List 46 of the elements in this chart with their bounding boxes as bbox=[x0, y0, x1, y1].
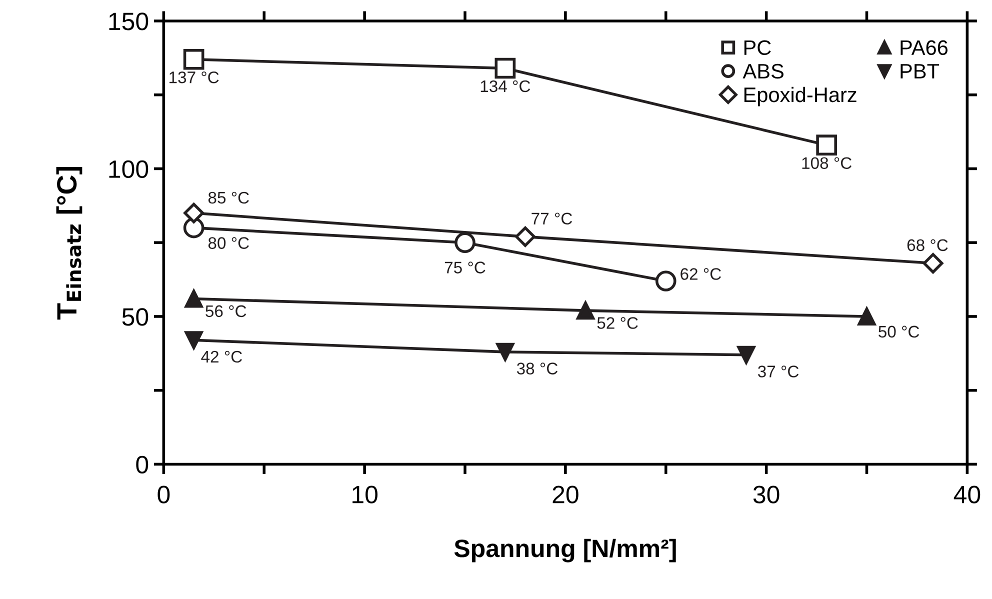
legend-label: ABS bbox=[742, 64, 784, 79]
legend-label: Epoxid-Harz bbox=[744, 86, 856, 106]
point bbox=[496, 342, 514, 361]
y-tick-label: 0 bbox=[136, 456, 148, 474]
y-tick-label: 50 bbox=[122, 308, 148, 326]
x-tick-label: 10 bbox=[352, 486, 378, 504]
data-label: 50 °C bbox=[878, 326, 920, 338]
point bbox=[184, 202, 204, 224]
data-label: 80 °C bbox=[208, 237, 249, 249]
x-tick-label: 0 bbox=[158, 486, 170, 504]
data-label: 42 °C bbox=[201, 350, 242, 363]
legend-label: PA66 bbox=[900, 40, 948, 56]
point bbox=[183, 48, 204, 70]
data-label: 56 °C bbox=[206, 305, 246, 318]
x-tick-label: 40 bbox=[954, 486, 980, 504]
y-tick-label: 100 bbox=[109, 160, 148, 178]
point bbox=[655, 270, 676, 292]
legend-label: PBT bbox=[900, 64, 940, 78]
point bbox=[494, 58, 516, 79]
data-label: 68 °C bbox=[907, 239, 948, 252]
data-label: 108 °C bbox=[802, 157, 852, 169]
point bbox=[576, 302, 595, 320]
data-label: 38 °C bbox=[516, 362, 558, 374]
data-label: 85 °C bbox=[208, 192, 249, 204]
point bbox=[858, 307, 876, 326]
data-label: 134 °C bbox=[480, 80, 530, 92]
data-label: 137 °C bbox=[170, 71, 219, 84]
point bbox=[183, 217, 204, 238]
point bbox=[737, 346, 756, 364]
data-label: 52 °C bbox=[597, 317, 638, 329]
x-tick-label: 30 bbox=[753, 486, 780, 504]
data-label: 62 °C bbox=[680, 268, 722, 280]
x-axis-title: Spannung [N/mm²] bbox=[454, 538, 676, 562]
point bbox=[454, 232, 476, 254]
legend-label: PC bbox=[744, 40, 771, 56]
y-axis-title: T$_{Einsatz}$ [°C] bbox=[56, 167, 82, 320]
point bbox=[922, 253, 944, 274]
x-tick-label: 20 bbox=[552, 486, 578, 504]
point bbox=[184, 331, 203, 350]
point bbox=[184, 290, 203, 308]
point bbox=[515, 226, 536, 247]
y-tick-label: 150 bbox=[109, 12, 148, 30]
data-label: 75 °C bbox=[444, 262, 486, 274]
data-label: 37 °C bbox=[758, 366, 799, 378]
point bbox=[816, 134, 837, 156]
data-label: 77 °C bbox=[532, 212, 572, 224]
